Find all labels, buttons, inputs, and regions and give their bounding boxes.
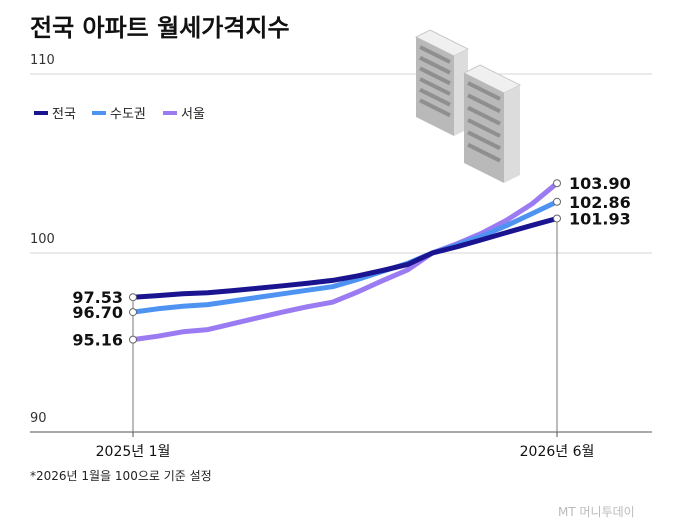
legend-label: 수도권 [110,107,146,122]
data-point-marker [553,197,561,206]
building-window-row [419,87,451,107]
start-value-label: 95.16 [72,331,123,350]
data-point-marker [553,179,561,188]
building-window-row [419,55,451,75]
building-window-row [419,45,451,64]
y-tick-label: 90 [30,411,47,426]
footnote: *2026년 1월을 100으로 기준 설정 [30,469,212,483]
series-line-전국 [130,216,560,300]
data-point-marker [553,214,561,223]
credit-text: MT 머니투데이 [558,505,635,519]
data-point-marker [129,335,137,344]
legend-label: 전국 [52,107,76,122]
y-tick-label: 110 [30,53,55,68]
data-point-marker [129,293,137,302]
building-window-row [419,77,451,96]
series-line-서울 [130,180,560,343]
building-window-row [467,130,501,151]
building-window-row [419,98,451,118]
building-illustration [414,29,522,183]
start-value-label: 97.53 [72,288,123,307]
end-value-label: 103.90 [569,174,631,193]
grid-layer: 90 100 110 2025년 1월 2026년 6월 [30,53,652,460]
x-tick-label: 2025년 1월 [96,444,171,460]
building-window-row [467,142,501,163]
building-window-row [467,93,501,114]
building-window-row [467,105,501,126]
building-window-row [419,66,451,86]
legend: 전국 수도권 서울 [34,107,205,122]
series-line-수도권 [130,199,560,315]
building-window-row [467,118,501,138]
x-tick-label: 2026년 6월 [520,444,595,460]
series-layer [129,179,561,344]
y-tick-label: 100 [30,232,55,247]
data-point-marker [129,308,137,317]
end-value-label: 102.86 [569,193,631,212]
chart-title: 전국 아파트 월세가격지수 [30,14,290,42]
building-side [504,85,520,183]
start-value-label: 96.70 [72,303,123,322]
legend-label: 서울 [181,107,205,122]
building-window-row [467,81,501,101]
end-value-label: 101.93 [569,209,631,228]
